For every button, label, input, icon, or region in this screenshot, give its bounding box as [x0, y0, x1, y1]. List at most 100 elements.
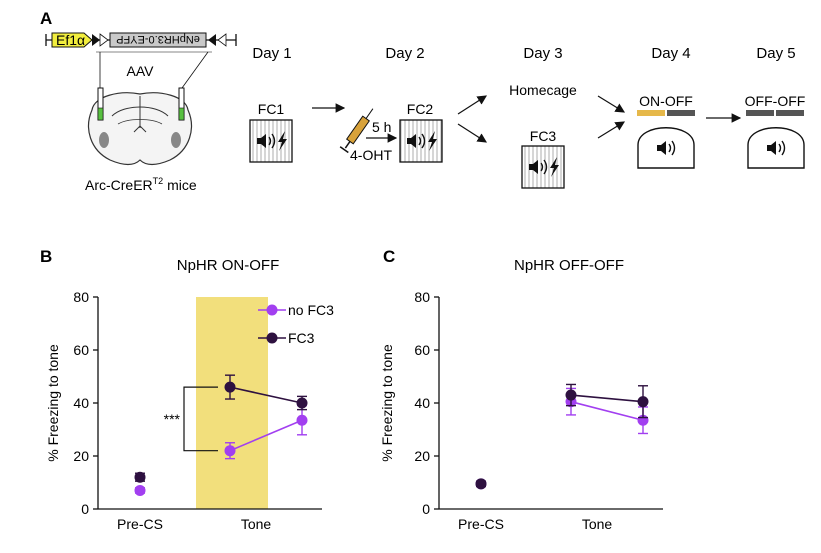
data-point [134, 471, 146, 483]
day-5-label: Day 5 [756, 45, 795, 62]
series-line [229, 386, 303, 404]
y-tick-label: 80 [73, 289, 89, 305]
chart-title: NpHR ON-OFF [177, 257, 280, 274]
y-tick-label: 20 [73, 448, 89, 464]
off-off-label: OFF-OFF [745, 93, 806, 109]
sound-wave [778, 143, 782, 153]
y-tick-label: 20 [414, 448, 430, 464]
data-point [224, 381, 236, 393]
sound-wave [781, 140, 786, 156]
fc3-label: FC3 [530, 128, 557, 144]
brain-coronal-section [88, 92, 192, 166]
y-tick-label: 80 [414, 289, 430, 305]
day-3-label: Day 3 [523, 45, 562, 62]
series-fc3 [134, 374, 308, 483]
laser-off-bar [746, 110, 774, 116]
on-off-label: ON-OFF [639, 93, 693, 109]
series-no-fc3 [134, 404, 308, 496]
y-axis-title: % Freezing to tone [45, 344, 61, 462]
arrow-icon [597, 121, 626, 139]
speaker-cone [771, 141, 776, 155]
speaker-cone [411, 134, 416, 148]
data-point [475, 478, 487, 490]
mouse-line-label: Arc-CreERT2 mice [85, 176, 197, 193]
sound-wave [268, 136, 272, 146]
data-point [134, 484, 146, 496]
sound-wave [271, 133, 276, 149]
significance-bracket [183, 386, 218, 452]
day-2-label: Day 2 [385, 45, 424, 62]
x-tick-label: Tone [241, 516, 272, 532]
laser-on-shading [196, 297, 268, 509]
optic-fiber-left [97, 87, 104, 121]
arrow-icon [457, 123, 488, 143]
sound-wave [671, 140, 676, 156]
viral-construct: Ef1α eNpHR3.0-EYFP [45, 32, 237, 89]
speaker-cone [533, 160, 538, 174]
lightning-icon [278, 131, 287, 151]
y-tick-label: 40 [73, 395, 89, 411]
arrow-icon [597, 95, 626, 113]
sound-wave [418, 136, 422, 146]
sound-wave [668, 143, 672, 153]
fc2-label: FC2 [407, 101, 434, 117]
lightning-icon [428, 131, 437, 151]
legend-marker [266, 304, 278, 316]
series-no-fc3 [475, 387, 649, 490]
arrow-icon [457, 95, 488, 115]
opsin-gene-label: eNpHR3.0-EYFP [116, 33, 200, 45]
legend-label: FC3 [288, 330, 315, 346]
speaker-icon [767, 140, 786, 156]
panel-a-letter: A [40, 9, 52, 28]
delay-label: 5 h [372, 119, 391, 135]
data-point [296, 414, 308, 426]
syringe-icon [339, 108, 374, 154]
data-point [296, 397, 308, 409]
day-4-label: Day 4 [651, 45, 690, 62]
opsin-gene-box [109, 32, 207, 48]
x-tick-label: Pre-CS [458, 516, 504, 532]
homecage-label: Homecage [509, 82, 577, 98]
series-line [229, 419, 303, 452]
data-point [637, 396, 649, 408]
chart-title: NpHR OFF-OFF [514, 257, 624, 274]
speaker-cone [261, 134, 266, 148]
x-tick-label: Pre-CS [117, 516, 163, 532]
speaker-body [767, 145, 771, 151]
series-line [570, 400, 644, 421]
series-line [570, 394, 644, 403]
x-tick-label: Tone [582, 516, 613, 532]
panel-b-letter: B [40, 247, 52, 266]
y-tick-label: 0 [422, 501, 430, 517]
speaker-cone [661, 141, 666, 155]
chart-panel-b: NpHR ON-OFF 0 20 40 60 80 % Freezing to tone Pr… [45, 257, 334, 532]
speaker-body [529, 164, 533, 170]
y-axis-title: % Freezing to tone [379, 344, 395, 462]
series-fc3 [475, 383, 649, 490]
laser-on-bar [637, 110, 665, 116]
speaker-body [657, 145, 661, 151]
lightning-icon [550, 157, 559, 177]
optic-fiber-right [178, 87, 185, 121]
speaker-icon [257, 133, 276, 149]
chart-panel-c: NpHR OFF-OFF 0 20 40 60 80 % Freezing to tone P… [379, 257, 663, 532]
y-tick-label: 60 [414, 342, 430, 358]
legend-label: no FC3 [288, 302, 334, 318]
virus-label: AAV [127, 63, 155, 79]
y-tick-label: 60 [73, 342, 89, 358]
sound-wave [540, 162, 544, 172]
drug-label: 4-OHT [350, 147, 392, 163]
data-point [565, 389, 577, 401]
speaker-icon [529, 159, 548, 175]
promoter-label: Ef1α [56, 32, 85, 48]
y-tick-label: 40 [414, 395, 430, 411]
data-point [224, 445, 236, 457]
significance-label: *** [164, 411, 181, 427]
promoter-arrow [51, 32, 93, 48]
legend-marker [266, 332, 278, 344]
laser-off-bar [667, 110, 695, 116]
sound-wave [543, 159, 548, 175]
speaker-icon [407, 133, 426, 149]
sound-wave [421, 133, 426, 149]
